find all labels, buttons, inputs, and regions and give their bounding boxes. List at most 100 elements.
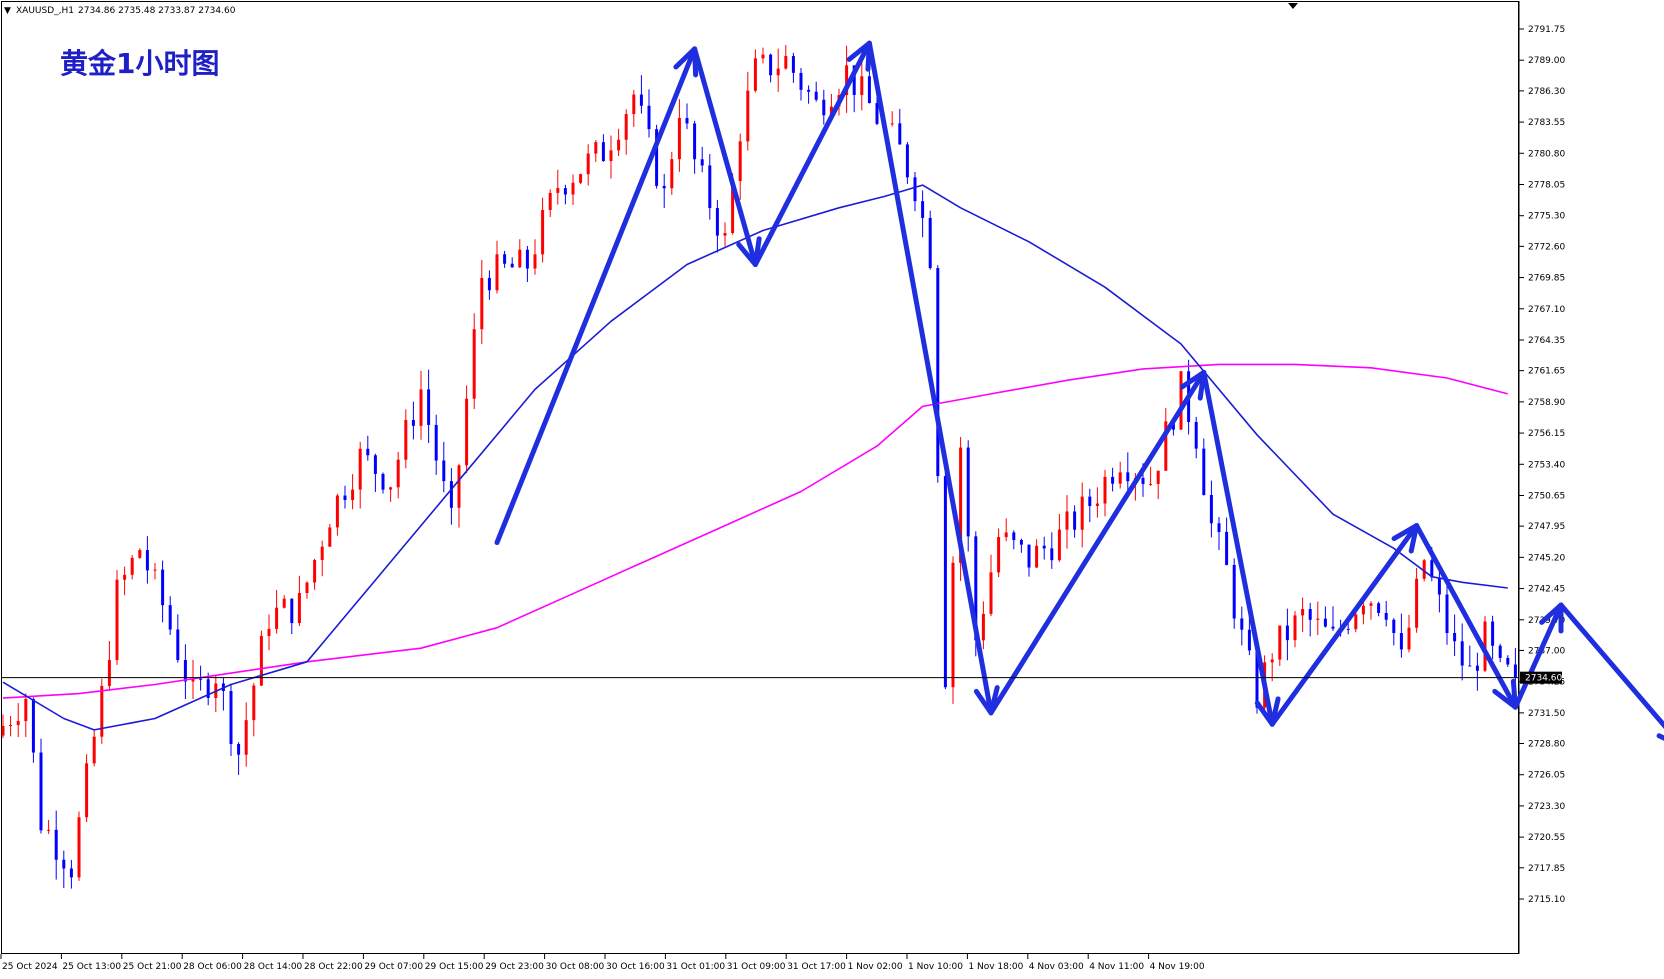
candle-body <box>715 208 719 236</box>
candle-body <box>305 582 309 594</box>
candle-body <box>632 94 636 115</box>
candle-body <box>434 424 438 461</box>
y-tick-label: 2764.35 <box>1528 336 1565 346</box>
candle-body <box>1080 496 1084 530</box>
plot-frame <box>1 1 1519 954</box>
y-tick-label: 2723.30 <box>1528 802 1565 812</box>
candle-body <box>115 579 119 661</box>
candle-body <box>1453 633 1457 642</box>
candle-body <box>601 142 605 162</box>
candle-body <box>951 562 955 688</box>
candle-body <box>1361 605 1365 615</box>
x-tick-label: 1 Nov 18:00 <box>968 962 1023 972</box>
y-tick-label: 2756.15 <box>1528 429 1565 439</box>
candle-body <box>1293 615 1297 641</box>
candle-body <box>237 744 241 755</box>
candle-body <box>85 763 89 818</box>
candle-body <box>244 720 248 755</box>
y-tick-label: 2753.40 <box>1528 460 1565 470</box>
candle-body <box>16 721 20 725</box>
candle-body <box>465 398 469 466</box>
header-menu-arrow-icon[interactable]: ▼ <box>4 6 11 16</box>
candle-body <box>867 76 871 104</box>
x-tick-label: 4 Nov 11:00 <box>1089 962 1144 972</box>
candle-body <box>1240 618 1244 630</box>
candle-body <box>1415 578 1419 628</box>
candle-body <box>1399 633 1403 650</box>
candle-body <box>1407 627 1411 650</box>
candle-body <box>123 574 127 580</box>
candle-body <box>100 685 104 737</box>
candle-body <box>161 569 165 606</box>
candle-body <box>1209 494 1213 524</box>
zigzag-arrow-down-4 <box>1414 523 1518 710</box>
candle-body <box>297 593 301 624</box>
x-tick-label: 29 Oct 23:00 <box>485 962 544 972</box>
candle-body <box>579 174 583 183</box>
candle-body <box>1369 603 1373 606</box>
candle-body <box>655 129 659 186</box>
candle-body <box>981 613 985 641</box>
candle-body <box>1179 371 1183 430</box>
candle-body <box>1445 594 1449 634</box>
x-tick-label: 1 Nov 10:00 <box>908 962 963 972</box>
candle-body <box>275 607 279 629</box>
candle-body <box>1012 532 1016 540</box>
y-tick-label: 2715.10 <box>1528 895 1565 905</box>
candle-body <box>373 455 377 474</box>
y-tick-label: 2731.50 <box>1528 709 1565 719</box>
x-tick-label: 25 Oct 2024 <box>2 962 58 972</box>
candle-body <box>753 58 757 91</box>
zigzag-arrow-down-1 <box>692 46 758 268</box>
candle-body <box>548 192 552 210</box>
candle-body <box>1346 628 1350 630</box>
y-tick-label: 2778.05 <box>1528 180 1565 190</box>
candle-body <box>1073 511 1077 530</box>
candle-body <box>1126 472 1130 482</box>
candle-body <box>130 557 134 575</box>
candle-body <box>784 56 788 69</box>
candle-body <box>206 679 210 698</box>
candle-body <box>966 447 970 537</box>
candle-body <box>928 217 932 269</box>
candle-body <box>1004 532 1008 538</box>
candle-body <box>31 699 35 753</box>
candle-body <box>191 678 195 682</box>
candle-body <box>586 153 590 175</box>
candle-body <box>145 550 149 571</box>
zigzag-arrow-down-5 <box>1558 602 1664 730</box>
header-symbol: XAUUSD_,H1 <box>16 6 74 16</box>
candle-body <box>1316 618 1320 620</box>
candle-body <box>1475 665 1479 671</box>
candle-body <box>647 105 651 130</box>
candle-body <box>525 249 529 269</box>
candle-body <box>328 527 332 547</box>
y-tick-label: 2767.10 <box>1528 305 1565 315</box>
candle-body <box>1156 470 1160 484</box>
candle-body <box>662 185 666 189</box>
candle-body <box>1513 664 1517 678</box>
candle-body <box>1202 448 1206 495</box>
candle-body <box>313 560 317 583</box>
current-price-label: 2734.60 <box>1525 674 1562 684</box>
candle-body <box>183 659 187 682</box>
candle-body <box>609 150 613 162</box>
candle-body <box>168 605 172 630</box>
candle-body <box>259 636 263 686</box>
candle-body <box>47 829 51 831</box>
x-axis-ticks: 25 Oct 2024 25 Oct 13:00 25 Oct 21:00 28 Oc… <box>0 954 1205 972</box>
candle-body <box>153 569 157 571</box>
candle-body <box>822 99 826 116</box>
candle-body <box>1149 483 1153 485</box>
candle-body <box>9 724 13 726</box>
shift-marker-icon[interactable] <box>1288 3 1298 9</box>
candle-body <box>358 448 362 490</box>
y-tick-label: 2758.90 <box>1528 398 1565 408</box>
candle-body <box>852 65 856 96</box>
candle-body <box>708 165 712 209</box>
y-tick-label: 2737.00 <box>1528 646 1565 656</box>
candle-body <box>1088 496 1092 506</box>
candle-body <box>495 254 499 291</box>
candle-body <box>199 678 203 680</box>
